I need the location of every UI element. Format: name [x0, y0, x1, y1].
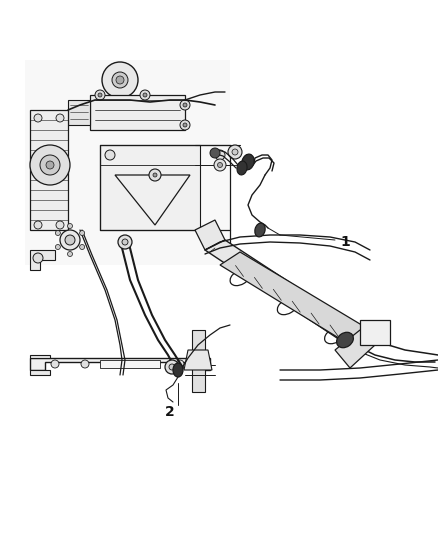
Circle shape [215, 150, 225, 160]
Polygon shape [30, 358, 210, 370]
Polygon shape [30, 370, 50, 375]
Circle shape [149, 169, 161, 181]
Polygon shape [192, 330, 205, 392]
Circle shape [218, 163, 223, 167]
Circle shape [180, 100, 190, 110]
Circle shape [81, 360, 89, 368]
Circle shape [214, 159, 226, 171]
Polygon shape [184, 350, 212, 370]
Polygon shape [30, 250, 55, 270]
Circle shape [140, 90, 150, 100]
Circle shape [232, 149, 238, 155]
Polygon shape [100, 360, 160, 368]
Circle shape [118, 235, 132, 249]
Ellipse shape [255, 223, 265, 237]
Circle shape [98, 93, 102, 97]
Circle shape [95, 90, 105, 100]
Circle shape [67, 223, 73, 229]
Circle shape [153, 173, 157, 177]
Circle shape [56, 114, 64, 122]
Text: 1: 1 [340, 235, 350, 249]
Circle shape [80, 245, 85, 249]
Circle shape [210, 148, 220, 158]
Ellipse shape [242, 154, 254, 170]
Circle shape [80, 230, 85, 236]
Polygon shape [360, 320, 390, 345]
Circle shape [33, 253, 43, 263]
Polygon shape [100, 145, 200, 230]
Polygon shape [25, 60, 230, 265]
Circle shape [40, 155, 60, 175]
Ellipse shape [237, 161, 247, 175]
Circle shape [56, 221, 64, 229]
Ellipse shape [337, 332, 353, 348]
Circle shape [55, 245, 60, 249]
Circle shape [228, 145, 242, 159]
Circle shape [34, 221, 42, 229]
Circle shape [112, 72, 128, 88]
Circle shape [67, 252, 73, 256]
Circle shape [143, 93, 147, 97]
Circle shape [165, 360, 179, 374]
Text: 2: 2 [165, 405, 175, 419]
Polygon shape [220, 252, 370, 348]
Circle shape [183, 103, 187, 107]
Circle shape [183, 123, 187, 127]
Polygon shape [68, 100, 90, 125]
Circle shape [34, 114, 42, 122]
Circle shape [176, 360, 184, 368]
Circle shape [105, 150, 115, 160]
Polygon shape [195, 220, 225, 250]
Polygon shape [30, 110, 68, 230]
Circle shape [122, 239, 128, 245]
Circle shape [60, 230, 80, 250]
Polygon shape [335, 330, 375, 368]
Circle shape [169, 364, 175, 370]
Ellipse shape [173, 363, 183, 377]
Ellipse shape [143, 175, 173, 195]
Polygon shape [205, 240, 370, 350]
Circle shape [65, 235, 75, 245]
Circle shape [180, 120, 190, 130]
Circle shape [46, 161, 54, 169]
Circle shape [116, 76, 124, 84]
Polygon shape [30, 355, 50, 358]
Polygon shape [90, 95, 185, 130]
Circle shape [51, 360, 59, 368]
Circle shape [102, 62, 138, 98]
Circle shape [55, 230, 60, 236]
Circle shape [30, 145, 70, 185]
